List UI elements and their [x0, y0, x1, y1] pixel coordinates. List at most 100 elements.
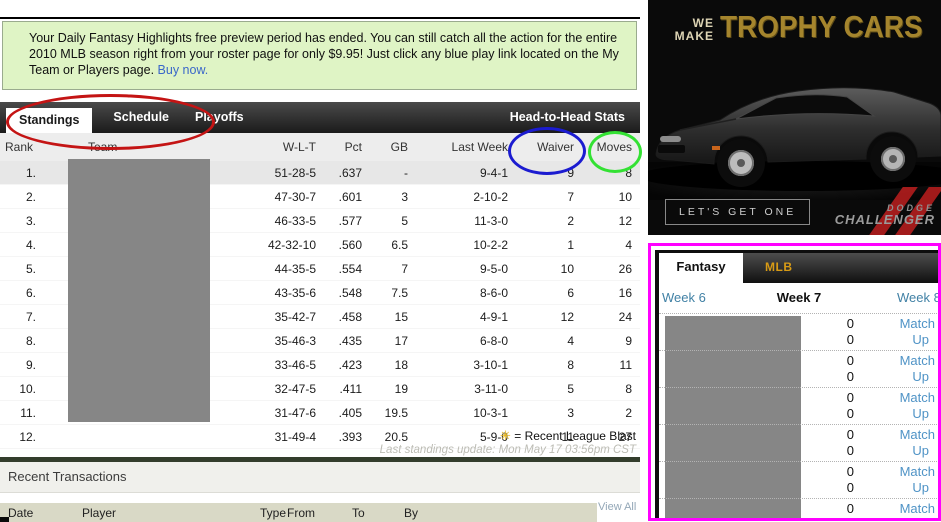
matchup-score-bottom: 0 [846, 406, 854, 421]
standings-last-week: 8-6-0 [412, 280, 512, 305]
ad-kicker-line2: MAKE [674, 29, 714, 43]
view-all-link[interactable]: View All [598, 501, 637, 513]
standings-moves: 4 [582, 232, 640, 257]
standings-waiver: 4 [512, 328, 582, 353]
standings-waiver: 6 [512, 280, 582, 305]
matchup-scores: 0 0 [809, 390, 854, 422]
standings-gb: 20.5 [366, 424, 412, 449]
lets-get-one-button[interactable]: LET'S GET ONE [665, 199, 811, 225]
standings-gb: 19.5 [366, 400, 412, 425]
col-last-week: Last Week [412, 133, 512, 161]
standings-moves: 12 [582, 208, 640, 233]
week-current-label: Week 7 [776, 290, 822, 305]
standings-pct: .435 [320, 328, 366, 353]
widget-teams-redaction-block [665, 316, 801, 518]
buy-now-link[interactable]: Buy now. [157, 63, 209, 77]
transactions-header-row: Date Player Type From To By [0, 503, 597, 522]
ad-kicker-line1: WE [692, 16, 714, 30]
standings-row: 12. 31-49-4 .393 20.5 5-9-0 11 27 [0, 424, 640, 449]
standings-last-week: 10-3-1 [412, 400, 512, 425]
standings-moves: 24 [582, 304, 640, 329]
matchup-score-top: 0 [846, 316, 854, 331]
col-moves: Moves [582, 133, 640, 161]
standings-wlt: 32-47-5 [230, 376, 320, 401]
standings-waiver: 2 [512, 208, 582, 233]
tab-mlb[interactable]: MLB [765, 260, 793, 274]
matchup-score-bottom: 0 [846, 443, 854, 458]
matchup-scores: 0 0 [809, 353, 854, 385]
standings-moves: 10 [582, 184, 640, 209]
matchup-link[interactable]: Match [855, 501, 935, 517]
col-by: By [404, 505, 419, 520]
team-names-redaction-block [68, 159, 210, 422]
matchup-link-line1: Match [899, 316, 935, 331]
standings-rank: 3. [0, 208, 40, 233]
tab-schedule[interactable]: Schedule [113, 110, 169, 124]
matchup-score-bottom: 0 [846, 480, 854, 495]
matchup-link[interactable]: Match Up [855, 316, 935, 348]
standings-waiver: 10 [512, 256, 582, 281]
standings-pct: .554 [320, 256, 366, 281]
standings-wlt: 35-42-7 [230, 304, 320, 329]
standings-wlt: 43-35-6 [230, 280, 320, 305]
standings-last-week: 3-10-1 [412, 352, 512, 377]
standings-waiver: 9 [512, 161, 582, 185]
promo-text: Your Daily Fantasy Highlights free previ… [29, 31, 619, 77]
matchup-row: 0 0 Match Up [659, 351, 938, 388]
tab-fantasy[interactable]: Fantasy [659, 253, 743, 289]
recent-transactions-section: Recent Transactions [0, 462, 640, 493]
standings-rank: 5. [0, 256, 40, 281]
matchup-link-line1: Match [899, 464, 935, 479]
standings-rank: 4. [0, 232, 40, 257]
standings-pct: .411 [320, 376, 366, 401]
standings-rank: 8. [0, 328, 40, 353]
col-pct: Pct [320, 133, 366, 161]
week-prev-link[interactable]: Week 6 [662, 290, 706, 305]
standings-last-week: 5-9-0 [412, 424, 512, 449]
standings-waiver: 12 [512, 304, 582, 329]
standings-gb: 7 [366, 256, 412, 281]
matchup-list: 0 0 Match Up 0 0 Match Up 0 0 Match Up 0… [659, 314, 938, 518]
tab-standings[interactable]: Standings [6, 108, 93, 133]
standings-tabbar: Standings Schedule Playoffs Head-to-Head… [0, 102, 640, 133]
matchup-link-line1: Match [899, 427, 935, 442]
col-waiver: Waiver [512, 133, 582, 161]
matchup-row: 0 0 Match Up [659, 462, 938, 499]
top-divider [0, 17, 640, 19]
standings-rank: 7. [0, 304, 40, 329]
matchup-link-line2: Up [912, 369, 929, 384]
matchup-link[interactable]: Match Up [855, 353, 935, 385]
standings-gb: 19 [366, 376, 412, 401]
standings-wlt: 31-47-6 [230, 400, 320, 425]
standings-gb: 7.5 [366, 280, 412, 305]
col-to: To [352, 505, 365, 520]
week-next-link[interactable]: Week 8 [897, 290, 941, 305]
standings-waiver: 5 [512, 376, 582, 401]
tab-playoffs[interactable]: Playoffs [195, 110, 244, 124]
standings-wlt: 42-32-10 [230, 232, 320, 257]
standings-pct: .601 [320, 184, 366, 209]
standings-gb: 15 [366, 304, 412, 329]
standings-rank: 2. [0, 184, 40, 209]
standings-moves: 8 [582, 161, 640, 185]
standings-pct: .548 [320, 280, 366, 305]
last-update-timestamp: Last standings update: Mon May 17 03:56p… [379, 444, 636, 456]
matchup-link[interactable]: Match Up [855, 427, 935, 459]
standings-row: 11. 31-47-6 .405 19.5 10-3-1 3 2 [0, 400, 640, 425]
matchup-link-line1: Match [899, 390, 935, 405]
dodge-challenger-ad[interactable]: WE MAKE TROPHY CARS [648, 0, 941, 235]
matchup-row: 0 0 Match Up [659, 314, 938, 351]
matchup-score-top: 0 [846, 390, 854, 405]
matchup-link[interactable]: Match Up [855, 464, 935, 496]
matchup-score-top: 0 [846, 501, 854, 516]
league-blast-star-icon: ✳ [499, 429, 511, 444]
matchup-link[interactable]: Match Up [855, 390, 935, 422]
widget-tabbar: Fantasy MLB [659, 253, 938, 289]
challenger-car-image [648, 87, 941, 200]
matchup-scores: 0 0 [809, 316, 854, 348]
challenger-wordmark: CHALLENGER [834, 212, 935, 227]
week-navigation: Week 6 Week 7 Week 8 [659, 283, 941, 314]
matchup-link-line2: Up [912, 480, 929, 495]
matchup-link-line1: Match [899, 353, 935, 368]
standings-pct: .577 [320, 208, 366, 233]
